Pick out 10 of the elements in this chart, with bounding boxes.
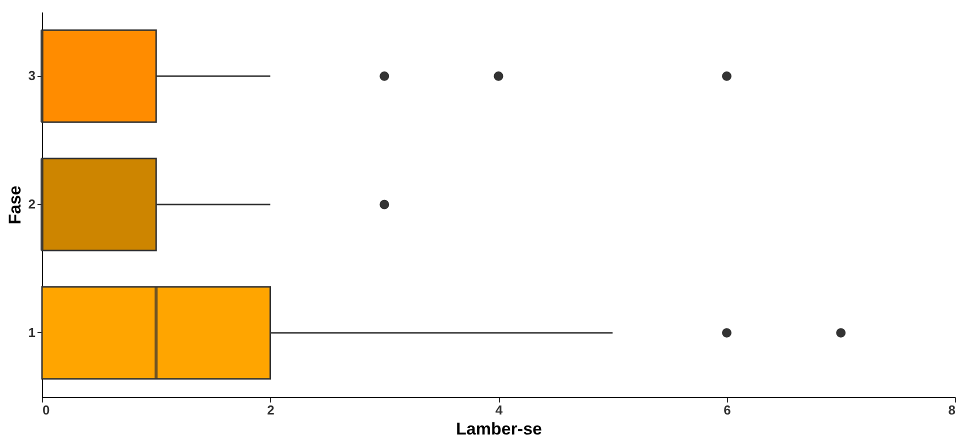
x-tick-label: 0 (42, 402, 50, 418)
x-axis-title: Lamber-se (456, 420, 542, 438)
y-axis-title: Fase (5, 186, 24, 224)
y-tick-label: 1 (28, 324, 36, 340)
x-tick-label: 2 (267, 402, 274, 418)
y-tick-label: 2 (28, 196, 36, 212)
x-tick-label: 6 (724, 402, 731, 418)
x-tick-label: 8 (948, 402, 956, 418)
x-tick-label: 4 (495, 402, 504, 418)
y-tick-label: 3 (28, 68, 36, 84)
